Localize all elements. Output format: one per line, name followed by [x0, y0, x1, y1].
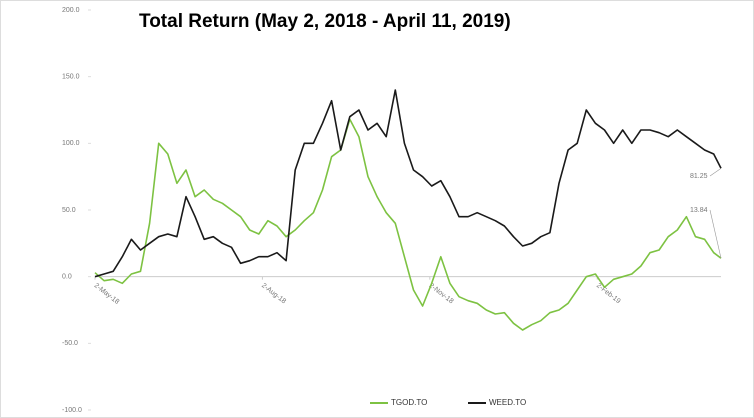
legend-label: WEED.TO: [489, 398, 526, 407]
y-tick-label: 100.0: [62, 140, 80, 147]
y-tick-label: -50.0: [62, 340, 78, 347]
y-tick-label: 0.0: [62, 274, 72, 281]
y-tick-label: 50.0: [62, 207, 76, 214]
leader-line: [709, 209, 722, 259]
chart-title: Total Return (May 2, 2018 - April 11, 20…: [139, 11, 511, 32]
end-value-label: 81.25: [690, 173, 708, 180]
end-value-label: 13.84: [690, 207, 708, 214]
y-tick-label: -100.0: [62, 407, 82, 414]
series-line: [94, 118, 722, 331]
leader-line: [709, 168, 722, 177]
series-line: [94, 89, 722, 278]
y-tick-label: 150.0: [62, 74, 80, 81]
legend-label: TGOD.TO: [391, 398, 427, 407]
y-tick-label: 200.0: [62, 7, 80, 14]
